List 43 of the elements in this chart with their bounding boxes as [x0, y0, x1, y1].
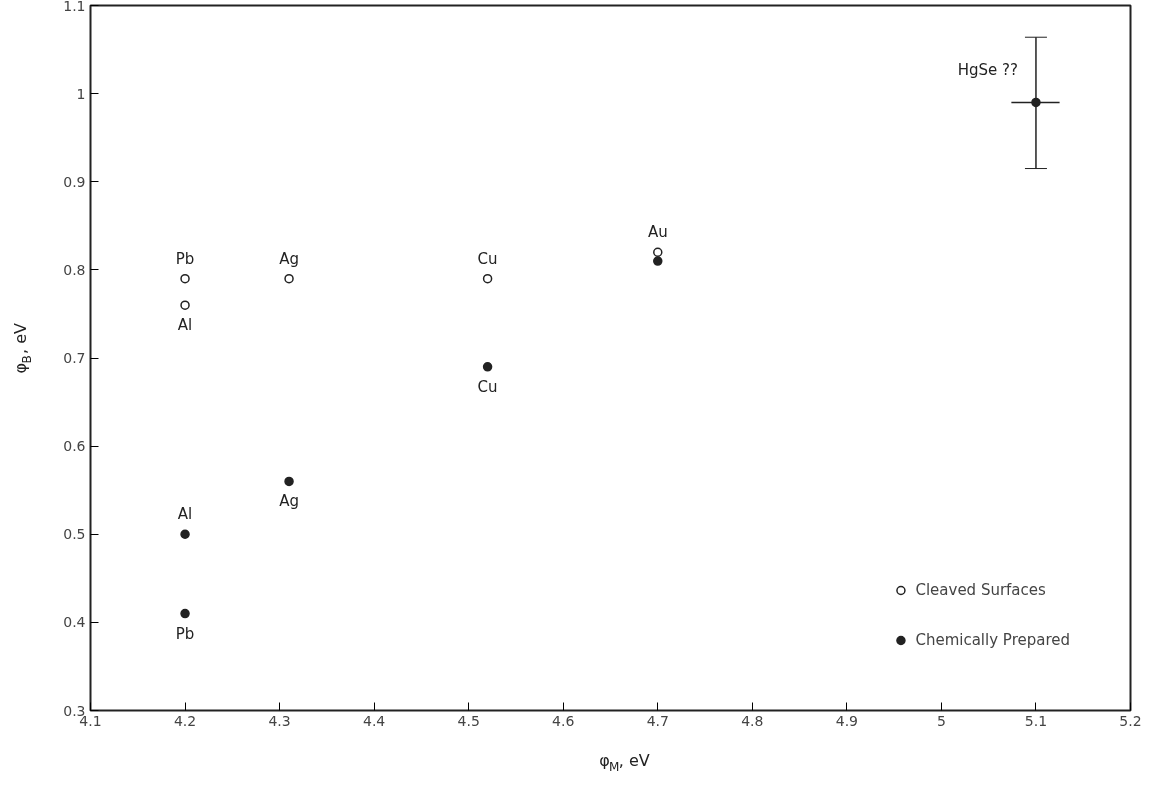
x-tick-label: 4.7 — [646, 712, 669, 729]
annotation: Cu — [477, 377, 498, 396]
point — [180, 529, 190, 539]
annotation: Al — [177, 505, 193, 524]
y-tick-label: 0.4 — [63, 614, 86, 631]
point — [482, 362, 493, 372]
point — [284, 273, 294, 284]
x-tick-label: 4.8 — [741, 712, 764, 729]
point — [653, 247, 663, 257]
annotation: Cu — [477, 249, 498, 268]
point — [653, 256, 663, 266]
y-tick-label: 0.8 — [63, 261, 86, 278]
point — [1031, 97, 1041, 108]
annotation: Pb — [175, 624, 195, 643]
annotation: Ag — [279, 492, 299, 511]
annotation: Au — [647, 223, 668, 242]
x-tick-label: 4.6 — [552, 712, 575, 729]
y-tick-label: 0.9 — [63, 173, 86, 190]
x-tick-label: 5.2 — [1119, 712, 1142, 729]
y-tick-label: 1.1 — [63, 0, 86, 14]
x-tick-label: 4.3 — [268, 712, 291, 729]
x-tick-label: 4.5 — [457, 712, 480, 729]
point — [180, 300, 190, 310]
annotation: Al — [177, 316, 193, 335]
y-tick-label: 0.5 — [63, 526, 86, 543]
y-axis-title: φB, eV — [11, 322, 34, 374]
y-tick-label: 0.6 — [63, 438, 86, 455]
annotation: Pb — [175, 249, 195, 268]
point — [180, 273, 190, 284]
annotation: HgSe ?? — [957, 60, 1018, 79]
point — [180, 608, 190, 619]
legend-label: Cleaved Surfaces — [915, 581, 1046, 599]
x-tick-label: 4.4 — [363, 712, 386, 729]
x-tick-label: 4.2 — [173, 712, 197, 729]
point — [482, 273, 493, 284]
point — [284, 476, 294, 487]
x-tick-label: 4.9 — [835, 712, 858, 729]
y-tick-label: 0.7 — [63, 350, 86, 366]
legend-label: Chemically Prepared — [915, 631, 1070, 649]
y-tick-label: 1 — [76, 85, 86, 102]
x-tick-label: 5.1 — [1024, 712, 1048, 729]
annotation: Ag — [279, 249, 299, 268]
x-tick-label: 5 — [936, 712, 946, 729]
